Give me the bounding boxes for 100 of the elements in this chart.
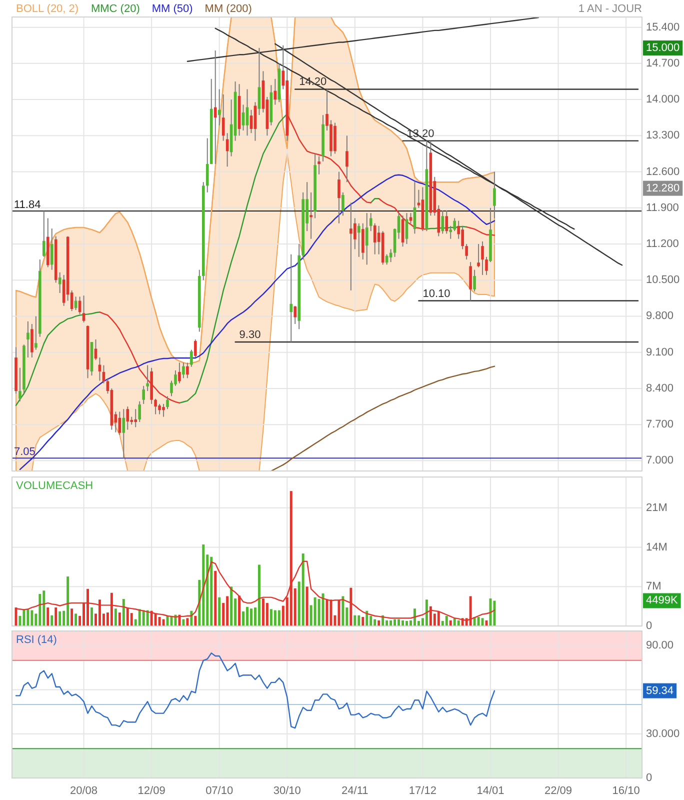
candlestick [350,202,352,291]
bar [398,619,400,626]
candlestick [206,138,209,193]
bar [394,619,396,626]
candlestick [98,357,102,382]
x-tick-label: 14/01 [476,785,504,797]
bar [374,619,376,626]
y-tick-label: 9.800 [646,310,674,322]
x-tick-label: 24/11 [342,785,368,797]
y-tick-label: 10.500 [646,274,680,286]
bar [182,619,185,626]
candlestick [254,102,257,142]
y-tick-label: 21M [646,502,668,514]
y-tick-label: 11.900 [646,202,679,214]
candlestick [441,210,444,234]
candlestick [250,109,253,134]
bar [445,616,448,626]
candlestick [42,210,46,258]
candlestick [158,403,161,415]
bar [114,608,117,626]
text: BOLL (20, 2) [16,3,79,15]
candlestick [26,320,30,358]
x-tick-label: 16/10 [612,785,640,797]
bar [230,586,233,626]
x-tick-label: 12/09 [138,785,166,797]
bar [194,616,197,626]
candlestick [481,240,484,276]
candlestick [461,225,464,250]
candlestick [365,212,368,266]
candlestick [178,362,181,384]
candlestick [369,212,372,232]
bar [270,609,272,626]
candlestick [134,408,138,428]
candlestick [30,323,34,358]
bar [226,596,229,626]
candlestick [154,398,157,415]
candlestick [138,400,141,422]
candlestick [50,228,54,270]
candlestick [118,411,122,436]
bar [302,553,304,626]
candlestick [338,171,340,224]
bar [30,610,34,626]
bar [26,609,30,626]
bar [54,607,58,626]
candlestick [182,362,185,379]
y-tick-label: 13.300 [646,130,680,142]
bar [274,610,276,626]
bar [122,599,125,626]
candlestick [465,244,468,260]
candlestick [294,305,296,324]
candlestick [214,50,217,165]
y-tick-label: 14.700 [646,57,680,70]
bar [66,576,70,626]
candlestick [166,396,169,410]
bar [50,615,54,626]
candlestick [146,364,149,392]
candlestick [346,135,348,183]
y-tick-label: 90.00 [646,640,674,652]
text: MMC (20) [90,3,140,15]
candlestick [310,192,312,240]
candlestick [122,408,126,459]
bar [90,607,93,626]
candlestick [194,338,197,358]
candlestick [453,218,456,232]
data-label: 10.10 [422,288,450,300]
candlestick [477,244,480,268]
candlestick [190,349,193,368]
bar [58,611,62,626]
bar [138,609,141,626]
data-label: 9.30 [239,329,261,342]
text: MM (50) [152,3,193,15]
candlestick [82,295,86,323]
bar [22,609,26,626]
candlestick [358,222,360,258]
bar [70,608,74,626]
text: RSI (14) [16,634,57,646]
candlestick [361,222,364,260]
ref-line-label: 11.84 [14,198,41,211]
candlestick [493,171,496,219]
candlestick [186,362,189,379]
candlestick [485,256,488,276]
candlestick [401,215,404,248]
line-series [15,652,496,729]
y-tick-label: 8.400 [646,382,674,394]
annotation: 4499K [646,594,678,607]
y-tick-label: 12.600 [646,166,680,178]
candlestick [142,385,145,404]
candlestick [34,316,38,350]
candlestick [18,367,22,402]
bar [46,607,50,626]
bar [489,598,492,626]
x-tick-label: 22/09 [544,785,572,797]
bar [413,608,416,626]
y-tick-label: 30.000 [646,728,680,740]
bar [354,615,356,626]
bar [358,615,360,626]
y-tick-label: 9.100 [646,346,674,358]
candlestick [242,104,245,131]
annotation: 12.280 [646,182,680,194]
bar [342,596,344,626]
